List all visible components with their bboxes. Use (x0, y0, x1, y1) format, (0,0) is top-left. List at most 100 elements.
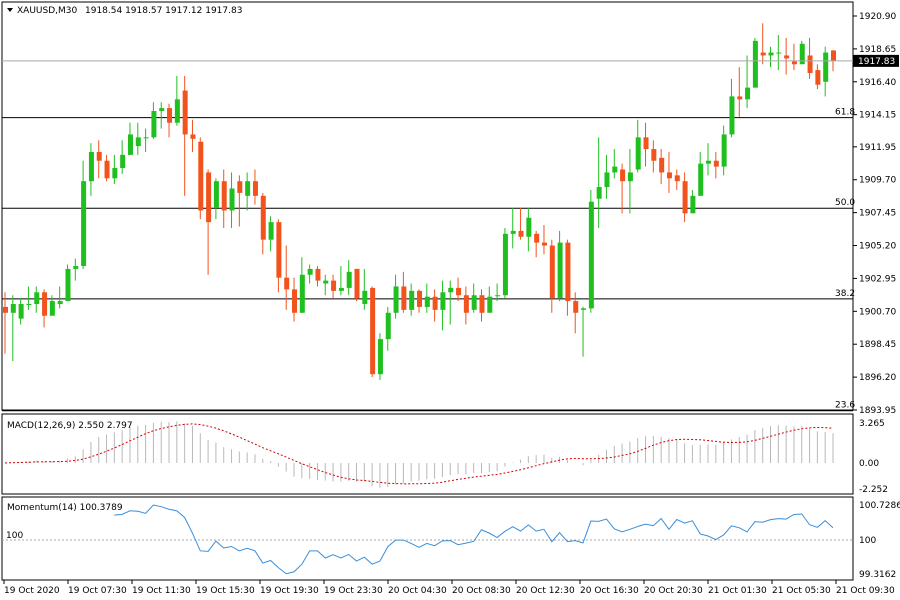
candle[interactable] (799, 40, 805, 65)
candle[interactable] (612, 149, 618, 179)
candle[interactable] (3, 292, 8, 354)
candle[interactable] (18, 298, 24, 325)
candle[interactable] (338, 265, 344, 296)
candle[interactable] (791, 43, 797, 71)
candle[interactable] (213, 178, 219, 220)
candle[interactable] (643, 122, 649, 167)
candle[interactable] (167, 103, 173, 138)
candle[interactable] (221, 169, 227, 228)
candle[interactable] (284, 245, 290, 310)
candle[interactable] (432, 289, 438, 322)
candle[interactable] (581, 306, 587, 357)
candle[interactable] (760, 23, 766, 65)
candle[interactable] (252, 169, 258, 205)
candle[interactable] (315, 265, 321, 287)
candle[interactable] (713, 151, 719, 179)
candle[interactable] (362, 268, 368, 310)
candle[interactable] (88, 143, 94, 196)
candle[interactable] (659, 149, 665, 185)
candle[interactable] (354, 268, 360, 302)
candle[interactable] (143, 128, 149, 152)
candle[interactable] (534, 230, 540, 258)
candle[interactable] (190, 119, 196, 152)
candle[interactable] (823, 46, 829, 97)
candle[interactable] (57, 286, 63, 309)
candle[interactable] (292, 277, 298, 322)
candle[interactable] (96, 140, 102, 179)
candle[interactable] (401, 271, 407, 313)
candle[interactable] (541, 225, 547, 255)
candle[interactable] (596, 137, 602, 228)
candle[interactable] (752, 37, 758, 88)
candle[interactable] (627, 149, 633, 214)
candle[interactable] (526, 207, 532, 252)
candle[interactable] (729, 78, 735, 138)
candle[interactable] (463, 286, 469, 325)
candle[interactable] (198, 137, 204, 220)
candle[interactable] (479, 289, 485, 322)
candle[interactable] (698, 151, 704, 196)
candle[interactable] (135, 122, 141, 155)
candle[interactable] (159, 102, 165, 129)
candle[interactable] (229, 172, 235, 228)
candle[interactable] (237, 175, 243, 227)
candle[interactable] (65, 264, 71, 302)
candle[interactable] (42, 289, 48, 328)
candle[interactable] (245, 172, 251, 211)
candle[interactable] (502, 227, 508, 299)
candle[interactable] (518, 207, 524, 240)
candle[interactable] (268, 216, 274, 252)
candle[interactable] (635, 119, 641, 173)
candle[interactable] (385, 306, 391, 351)
candle[interactable] (174, 75, 180, 126)
candle[interactable] (276, 219, 282, 293)
candle[interactable] (440, 280, 446, 331)
candle[interactable] (487, 286, 493, 313)
candle[interactable] (745, 55, 751, 109)
candle[interactable] (495, 283, 501, 302)
candle[interactable] (706, 143, 712, 176)
candle[interactable] (10, 295, 16, 362)
candle[interactable] (768, 46, 774, 68)
candle[interactable] (682, 172, 688, 223)
candle[interactable] (182, 75, 188, 196)
candle[interactable] (651, 140, 657, 173)
candle[interactable] (557, 230, 563, 302)
candle[interactable] (104, 154, 110, 182)
candle[interactable] (49, 295, 55, 316)
price-panel[interactable]: 61.8 50.0 38.2 23.6 1920.90 1918.65 1916.40 19… (1, 1, 899, 416)
candle[interactable] (73, 258, 79, 281)
candle[interactable] (260, 192, 266, 255)
candle[interactable] (323, 274, 329, 296)
candle[interactable] (299, 257, 305, 313)
candle[interactable] (588, 189, 594, 313)
candle[interactable] (807, 37, 813, 79)
candle[interactable] (424, 283, 430, 313)
candle[interactable] (346, 260, 352, 296)
candle[interactable] (471, 283, 477, 313)
candle[interactable] (409, 283, 415, 316)
candle[interactable] (666, 151, 672, 193)
candle[interactable] (112, 154, 118, 185)
candle[interactable] (151, 102, 157, 139)
candle[interactable] (456, 277, 462, 302)
macd-panel[interactable]: MACD(12,26,9) 2.550 2.797 3.265 0.00 -2.25… (1, 413, 888, 495)
candle[interactable] (565, 239, 571, 316)
candle[interactable] (784, 37, 790, 75)
candle[interactable] (549, 239, 555, 313)
candle[interactable] (737, 67, 743, 117)
candle[interactable] (393, 274, 399, 319)
candle[interactable] (604, 154, 610, 199)
candle[interactable] (307, 264, 313, 284)
candle[interactable] (417, 289, 422, 313)
candle[interactable] (721, 125, 727, 176)
candle[interactable] (776, 35, 782, 71)
candle[interactable] (120, 140, 126, 174)
candle[interactable] (34, 286, 40, 313)
candle[interactable] (127, 122, 133, 155)
candle[interactable] (377, 333, 383, 381)
candle[interactable] (674, 169, 680, 190)
candle[interactable] (370, 286, 376, 378)
candle[interactable] (206, 169, 212, 275)
